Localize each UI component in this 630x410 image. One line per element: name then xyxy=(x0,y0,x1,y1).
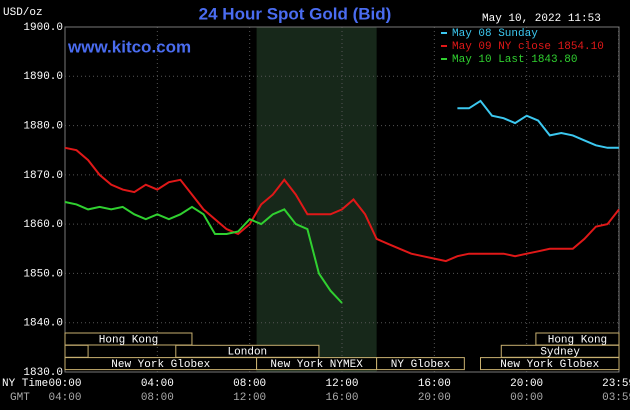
y-axis-label: USD/oz xyxy=(3,7,43,19)
y-tick-label: 1830.0 xyxy=(23,367,63,379)
y-tick-label: 1850.0 xyxy=(23,268,63,280)
session-label: New York Globex xyxy=(500,359,599,371)
y-tick-label: 1860.0 xyxy=(23,219,63,231)
x-tick-label: 16:00 xyxy=(418,378,451,390)
timestamp: May 10, 2022 11:53 xyxy=(482,13,601,25)
legend-label: May 08 Sunday xyxy=(452,28,538,40)
x-tick-label: 20:00 xyxy=(510,378,543,390)
session-box xyxy=(64,332,193,346)
x2-axis-label: GMT xyxy=(10,392,30,404)
x-tick-label: 00:00 xyxy=(48,378,81,390)
x2-tick-label: 00:00 xyxy=(510,392,543,404)
session-label: New York NYMEX xyxy=(270,359,363,371)
session-highlight xyxy=(256,27,377,372)
x-tick-label: 12:00 xyxy=(325,378,358,390)
y-tick-label: 1870.0 xyxy=(23,170,63,182)
x-tick-label: 08:00 xyxy=(233,378,266,390)
y-tick-label: 1840.0 xyxy=(23,318,63,330)
chart-title: 24 Hour Spot Gold (Bid) xyxy=(199,4,392,23)
legend-label: May 10 Last 1843.80 xyxy=(452,54,577,66)
session-box xyxy=(64,344,89,358)
site-url: www.kitco.com xyxy=(67,37,191,56)
y-tick-label: 1880.0 xyxy=(23,120,63,132)
x2-tick-label: 12:00 xyxy=(233,392,266,404)
series-line xyxy=(457,99,619,149)
session-label: Hong Kong xyxy=(99,334,158,346)
session-label: London xyxy=(228,347,268,359)
y-tick-label: 1890.0 xyxy=(23,71,63,83)
session-label: NY Globex xyxy=(391,359,451,371)
session-label: New York Globex xyxy=(111,359,210,371)
session-label: Hong Kong xyxy=(548,334,607,346)
session-box xyxy=(480,357,620,371)
x2-tick-label: 03:59 xyxy=(602,392,630,404)
x2-tick-label: 16:00 xyxy=(325,392,358,404)
x-tick-label: 23:59 xyxy=(602,378,630,390)
y-tick-label: 1900.0 xyxy=(23,22,63,34)
x-axis-label: NY Time xyxy=(2,378,48,390)
session-label: Sydney xyxy=(540,347,580,359)
x-tick-label: 04:00 xyxy=(141,378,174,390)
series-line xyxy=(64,201,343,304)
plot-border xyxy=(64,26,620,373)
x2-tick-label: 08:00 xyxy=(141,392,174,404)
series-line xyxy=(64,146,620,263)
legend-label: May 09 NY close 1854.10 xyxy=(452,41,604,53)
x2-tick-label: 04:00 xyxy=(48,392,81,404)
session-box xyxy=(376,357,465,371)
x2-tick-label: 20:00 xyxy=(418,392,451,404)
